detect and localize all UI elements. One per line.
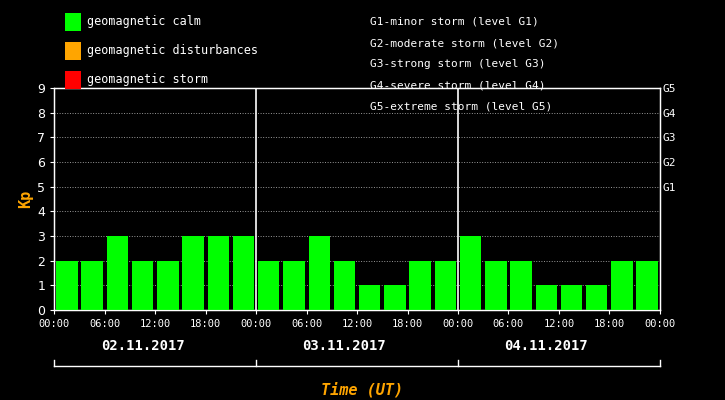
Text: G3-strong storm (level G3): G3-strong storm (level G3) [370, 60, 545, 70]
Text: G1-minor storm (level G1): G1-minor storm (level G1) [370, 17, 539, 27]
Text: 03.11.2017: 03.11.2017 [302, 339, 386, 353]
Bar [485, 261, 507, 310]
Bar [410, 261, 431, 310]
Bar [258, 261, 280, 310]
Bar [586, 285, 608, 310]
Bar [207, 236, 229, 310]
Y-axis label: Kp: Kp [18, 190, 33, 208]
Bar [637, 261, 658, 310]
Text: geomagnetic calm: geomagnetic calm [87, 16, 201, 28]
Bar [510, 261, 531, 310]
Bar [81, 261, 103, 310]
Text: G2-moderate storm (level G2): G2-moderate storm (level G2) [370, 38, 559, 48]
Bar [183, 236, 204, 310]
Bar [434, 261, 456, 310]
Text: geomagnetic disturbances: geomagnetic disturbances [87, 44, 258, 57]
Bar [611, 261, 633, 310]
Bar [157, 261, 178, 310]
Bar [283, 261, 304, 310]
Bar [334, 261, 355, 310]
Bar [536, 285, 557, 310]
Text: Time (UT): Time (UT) [321, 382, 404, 398]
Bar [233, 236, 254, 310]
Text: 04.11.2017: 04.11.2017 [505, 339, 588, 353]
Text: geomagnetic storm: geomagnetic storm [87, 73, 208, 86]
Bar [560, 285, 582, 310]
Bar [57, 261, 78, 310]
Text: G4-severe storm (level G4): G4-severe storm (level G4) [370, 81, 545, 91]
Bar [309, 236, 330, 310]
Text: 02.11.2017: 02.11.2017 [101, 339, 185, 353]
Bar [384, 285, 405, 310]
Bar [107, 236, 128, 310]
Bar [460, 236, 481, 310]
Bar [359, 285, 381, 310]
Text: G5-extreme storm (level G5): G5-extreme storm (level G5) [370, 102, 552, 112]
Bar [132, 261, 154, 310]
